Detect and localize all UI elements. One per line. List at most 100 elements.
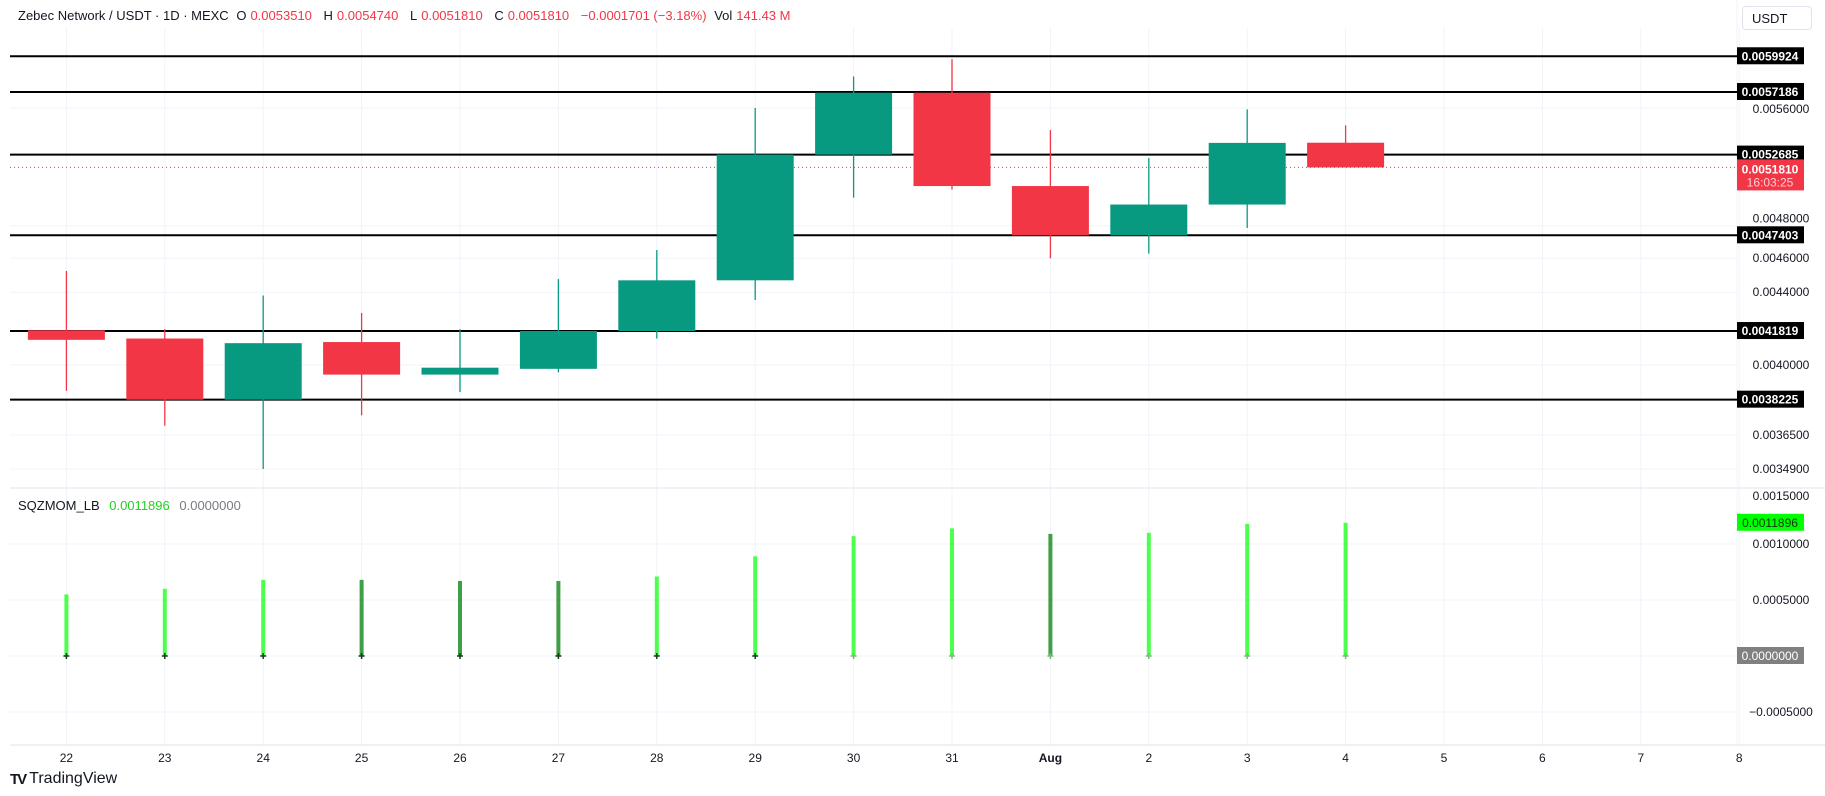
squeeze-dot [949,653,955,659]
time-axis-tick: 31 [945,751,959,765]
vol-value: 141.43 M [736,8,791,23]
level-label: 0.0047403 [1742,228,1799,242]
momentum-bar [1343,522,1348,656]
time-axis-tick: 2 [1145,751,1152,765]
tradingview-logo-icon: TV [10,770,27,788]
time-axis-tick: 7 [1637,751,1644,765]
indicator-name: SQZMOM_LB [18,498,100,513]
time-axis-tick: 26 [453,751,467,765]
momentum-bar [556,580,561,656]
time-axis-tick: 23 [158,751,172,765]
squeeze-dot [555,653,562,659]
time-axis-tick: 5 [1441,751,1448,765]
squeeze-dot [1244,653,1251,659]
indicator-value-label: 0.0011896 [1742,516,1798,530]
momentum-bar [162,588,167,656]
indicator-value: 0.0011896 [109,498,170,513]
currency-button[interactable]: USDT [1742,6,1812,30]
low-value: 0.0051810 [421,8,483,23]
indicator-axis-tick: 0.0010000 [1753,537,1810,551]
squeeze-dot [358,653,365,659]
candle-body[interactable] [224,343,302,400]
time-axis-tick: 6 [1539,751,1546,765]
level-label: 0.0038225 [1742,393,1799,407]
squeeze-dot [752,653,759,659]
time-axis-tick: 22 [60,751,74,765]
squeeze-dot [161,653,168,659]
candle-body[interactable] [1011,186,1089,236]
squeeze-dot [63,653,70,659]
squeeze-dot [1342,653,1349,659]
indicator-value-2: 0.0000000 [179,498,241,513]
level-label-bg [1737,322,1804,340]
open-label: O [236,8,247,23]
time-axis-tick: Aug [1039,751,1062,765]
symbol-title[interactable]: Zebec Network / USDT · 1D · MEXC [18,8,229,23]
candle-body[interactable] [1307,142,1385,168]
time-axis-tick: 4 [1342,751,1349,765]
level-label: 0.0052685 [1742,148,1799,162]
candle-body[interactable] [913,92,991,187]
price-axis-tick: 0.0046000 [1753,251,1810,265]
momentum-bar [950,528,954,656]
high-value: 0.0054740 [336,8,399,23]
level-label-bg [1737,47,1804,65]
time-axis-tick: 29 [749,751,763,765]
level-label-bg [1737,390,1804,408]
candle-body[interactable] [27,330,105,340]
level-label: 0.0059924 [1742,49,1799,63]
symbol-legend: Zebec Network / USDT · 1D · MEXC O 0.0053… [18,8,798,23]
price-axis-tick: 0.0034900 [1753,462,1810,476]
momentum-bar [458,580,462,656]
level-label-bg [1737,145,1804,163]
countdown-label: 16:03:25 [1747,175,1794,189]
momentum-bar [654,576,659,656]
indicator-value-label-bg [1737,513,1804,531]
branding-text: TradingView [29,770,118,787]
indicator-zero-label: 0.0000000 [1742,649,1799,663]
time-axis-tick: 30 [847,751,861,765]
indicator-zero-label-bg [1737,647,1804,664]
last-price-label: 0.0051810 [1742,162,1799,176]
time-axis-tick: 25 [355,751,369,765]
candle-body[interactable] [421,367,499,375]
indicator-axis-tick: −0.0005000 [1749,705,1813,719]
candle-body[interactable] [519,331,597,369]
level-label-bg [1737,82,1804,100]
candle-body[interactable] [323,342,401,375]
momentum-bar [261,579,266,656]
squeeze-dot [850,653,857,659]
candle-body[interactable] [126,338,204,400]
momentum-bar [64,594,69,656]
price-axis-tick: 0.0040000 [1753,358,1810,372]
momentum-bar [1245,523,1250,656]
vol-label: Vol [714,8,733,23]
change-value: −0.0001701 (−3.18%) [580,8,707,23]
time-axis-tick: 27 [552,751,566,765]
momentum-bar [1048,533,1053,656]
candle-body[interactable] [1208,142,1286,205]
candle-body[interactable] [815,92,893,155]
close-label: C [494,8,504,23]
close-value: 0.0051810 [507,8,570,23]
time-axis-tick: 8 [1736,751,1743,765]
momentum-bar [1146,532,1151,656]
level-label: 0.0057186 [1742,85,1799,99]
level-label: 0.0041819 [1742,324,1799,338]
tradingview-logo[interactable]: TV TradingView [10,770,117,788]
momentum-bar [753,556,758,656]
indicator-legend[interactable]: SQZMOM_LB 0.0011896 0.0000000 [18,498,241,513]
squeeze-dot [1047,653,1054,659]
squeeze-dot [260,653,267,659]
candle-body[interactable] [716,154,794,281]
time-axis-tick: 28 [650,751,664,765]
level-label-bg [1737,226,1804,244]
momentum-bar [359,579,364,656]
indicator-axis-tick: 0.0015000 [1753,489,1810,503]
momentum-bar [851,536,856,656]
squeeze-dot [1145,653,1152,659]
high-label: H [323,8,333,23]
candle-body[interactable] [618,280,696,332]
candle-body[interactable] [1110,204,1188,236]
